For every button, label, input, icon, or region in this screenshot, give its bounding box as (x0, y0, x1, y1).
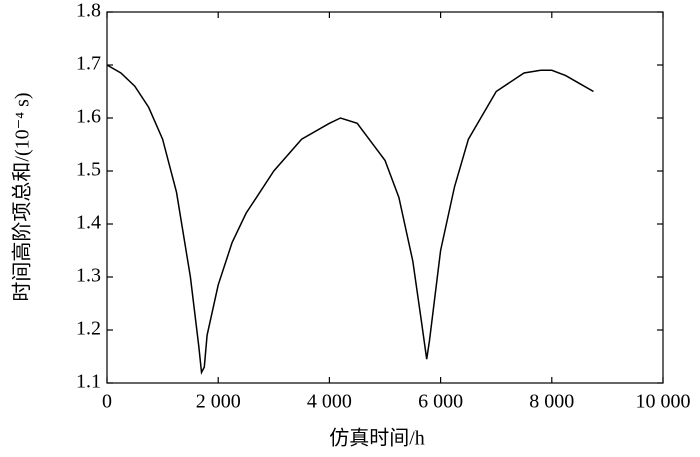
line-series (106, 64, 594, 375)
plot-frame (106, 11, 664, 384)
x-tick-label: 2 000 (196, 391, 241, 413)
x-tick-label: 0 (102, 391, 112, 413)
y-tick-label: 1.1 (76, 371, 101, 393)
y-tick-label: 1.5 (76, 159, 101, 181)
x-tick-label: 4 000 (307, 391, 352, 413)
y-tick-label: 1.3 (76, 265, 101, 287)
x-tick-label: 10 000 (636, 391, 691, 413)
y-tick-label: 1.8 (76, 0, 101, 22)
y-tick-label: 1.6 (76, 106, 101, 128)
x-tick-label: 6 000 (418, 391, 463, 413)
x-tick-label: 8 000 (529, 391, 574, 413)
y-axis-label: 时间高阶项总和/(10⁻⁴ s) (11, 92, 34, 301)
x-axis-label: 仿真时间/h (329, 427, 425, 450)
y-tick-label: 1.4 (76, 212, 101, 234)
y-tick-label: 1.2 (76, 318, 101, 340)
y-tick-label: 1.7 (76, 53, 101, 75)
